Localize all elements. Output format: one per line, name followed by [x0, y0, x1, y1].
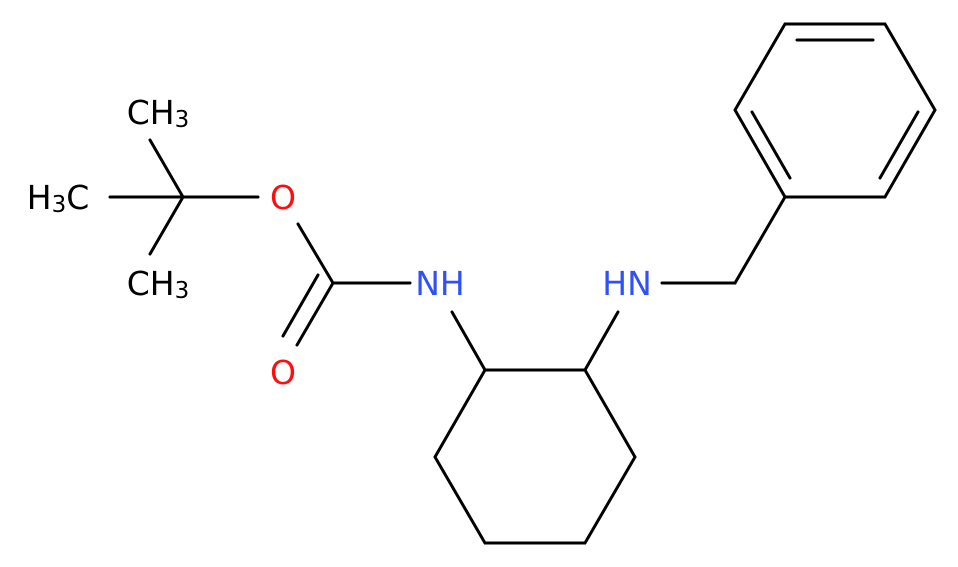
atom-label: H3C [27, 178, 90, 219]
label-part: 3 [52, 192, 67, 218]
bond [295, 281, 335, 347]
label-part: NH [415, 264, 465, 303]
label-part: CH [127, 93, 175, 132]
double-bond [878, 110, 920, 180]
label-part: H [27, 178, 52, 217]
atom-label: O [270, 353, 296, 392]
label-part: 3 [175, 107, 190, 133]
atom-label: HN [602, 264, 652, 303]
atom-label: O [270, 178, 296, 217]
label-part: 3 [175, 278, 190, 304]
label-part: C [66, 178, 89, 217]
double-bond [750, 110, 792, 180]
label-part: CH [127, 264, 175, 303]
atom-label: NH [415, 264, 465, 303]
bond [583, 310, 620, 372]
ring [433, 368, 637, 545]
atom-label: CH3 [127, 264, 190, 305]
benzene-ring [733, 22, 937, 199]
bond [296, 222, 335, 285]
atom-label: CH3 [127, 93, 190, 134]
label-part: HN [602, 264, 652, 303]
label-part: O [270, 353, 296, 392]
atom-labels: CH3 H3C CH3 O O NH HN [27, 93, 652, 392]
bonds [108, 22, 937, 545]
bond [148, 195, 185, 256]
label-part: O [270, 178, 296, 217]
bond [281, 273, 320, 338]
bond [148, 138, 185, 199]
bond [450, 310, 487, 372]
bond [733, 195, 787, 285]
